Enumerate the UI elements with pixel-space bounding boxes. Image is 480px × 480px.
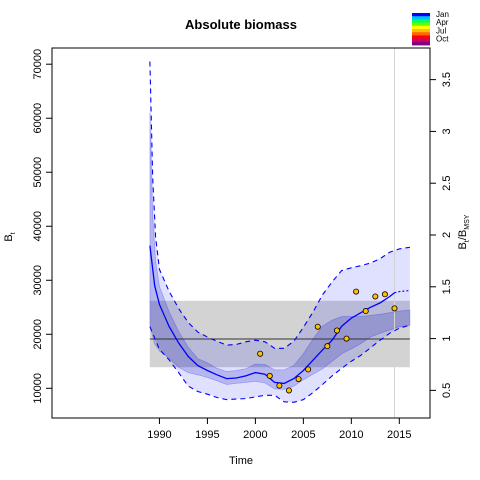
y-tick-label: 30000 bbox=[32, 265, 44, 296]
y2-tick-label: 1.5 bbox=[441, 279, 453, 294]
x-tick-label: 2010 bbox=[339, 429, 363, 441]
y-tick-label: 20000 bbox=[32, 319, 44, 350]
y-tick-label: 60000 bbox=[32, 103, 44, 134]
observation-point bbox=[314, 323, 321, 330]
y-axis-label: Bt bbox=[3, 232, 17, 241]
observation-point bbox=[353, 288, 360, 295]
x-axis-label: Time bbox=[229, 455, 253, 467]
legend-color-swatch bbox=[412, 35, 430, 39]
plot-frame bbox=[51, 47, 431, 419]
y2-tick-label: 3.5 bbox=[441, 72, 453, 87]
prediction-lower-line bbox=[149, 324, 411, 403]
legend-label: Jul bbox=[436, 26, 446, 35]
confidence-interval-region bbox=[149, 112, 411, 390]
observation-point bbox=[381, 291, 388, 298]
forecast-line bbox=[394, 289, 410, 294]
observation-point bbox=[324, 343, 331, 350]
x-tick-label: 2005 bbox=[291, 429, 315, 441]
observation-point bbox=[285, 387, 292, 394]
x-tick-label: 2000 bbox=[243, 429, 267, 441]
legend-label: Oct bbox=[436, 35, 449, 44]
prediction-interval-region bbox=[149, 61, 410, 403]
y2-tick-label: 3 bbox=[441, 128, 453, 134]
legend-color-swatch bbox=[412, 41, 430, 46]
observation-point bbox=[295, 376, 302, 383]
observation-point bbox=[305, 366, 312, 373]
legend-color-swatch bbox=[412, 16, 430, 20]
x-tick-label: 1990 bbox=[147, 429, 171, 441]
legend-color-swatch bbox=[412, 13, 430, 17]
observation-point bbox=[266, 372, 273, 379]
observation-point bbox=[276, 382, 283, 389]
chart-title: Absolute biomass bbox=[185, 17, 297, 32]
legend-color-swatch bbox=[412, 38, 430, 43]
legend-color-swatch bbox=[412, 29, 430, 33]
legend-label: Jan bbox=[436, 10, 449, 19]
observation-point bbox=[257, 350, 264, 357]
axes-layer: 1990 1995 2000 2005 2010 2015 10000 20000 30000 4… bbox=[32, 47, 453, 441]
y2-tick-label: 2 bbox=[441, 232, 453, 238]
y2-tick-label: 2.5 bbox=[441, 176, 453, 191]
y2-tick-label: 0.5 bbox=[441, 383, 453, 398]
legend-label: Apr bbox=[436, 18, 449, 27]
confidence-region-layer bbox=[149, 61, 411, 403]
legend-color-swatch bbox=[412, 25, 430, 30]
observation-point bbox=[343, 335, 350, 342]
legend-color-swatch bbox=[412, 32, 430, 36]
y-tick-label: 40000 bbox=[32, 211, 44, 242]
y2-axis-label: Bt/BMSY bbox=[457, 214, 471, 249]
y-tick-label: 50000 bbox=[32, 157, 44, 188]
observation-point bbox=[391, 305, 398, 312]
legend-color-swatch bbox=[412, 19, 430, 23]
y2-tick-label: 1 bbox=[441, 336, 453, 342]
observation-point bbox=[362, 308, 369, 315]
y-tick-label: 70000 bbox=[32, 49, 44, 80]
observation-points-layer bbox=[257, 288, 398, 394]
x-tick-label: 1995 bbox=[195, 429, 219, 441]
legend-color-swatch bbox=[412, 22, 430, 27]
observation-point bbox=[372, 293, 379, 300]
x-tick-label: 2015 bbox=[387, 429, 411, 441]
y-tick-label: 10000 bbox=[32, 373, 44, 404]
observation-point bbox=[333, 327, 340, 334]
